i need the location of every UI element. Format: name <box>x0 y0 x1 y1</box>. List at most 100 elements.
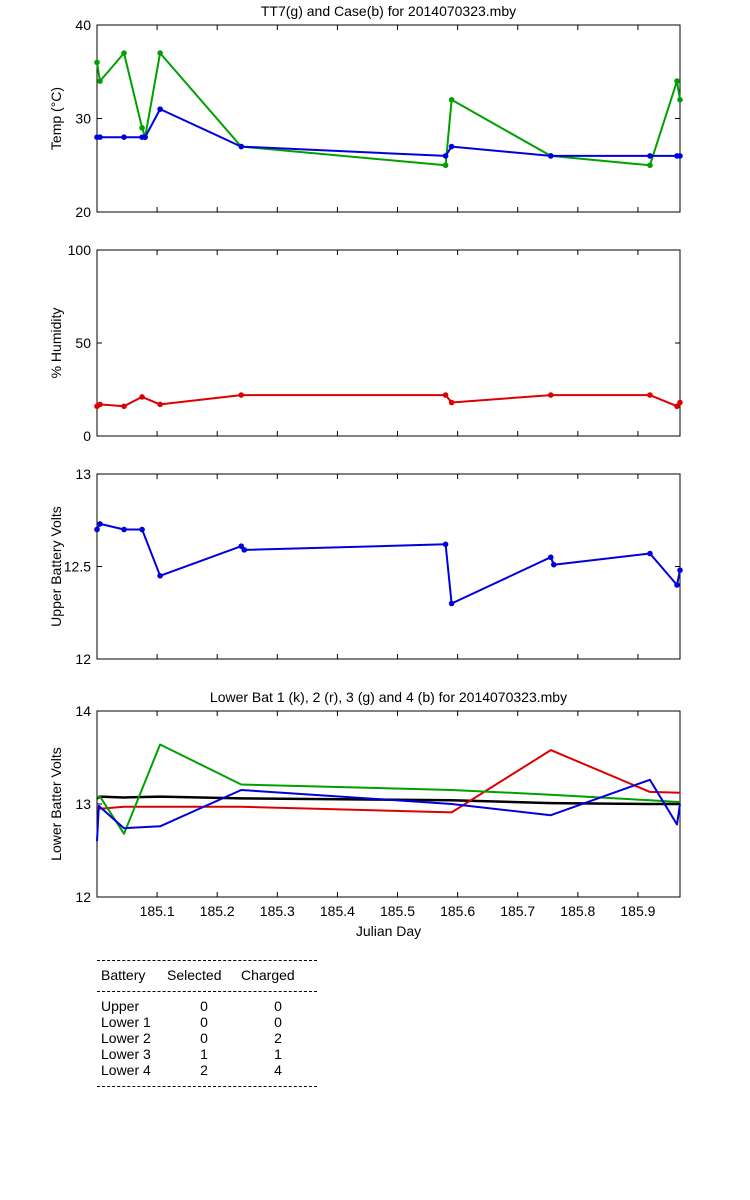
y-tick-label: 13 <box>75 796 91 812</box>
data-point <box>238 543 245 549</box>
series-line-1 <box>96 522 681 605</box>
data-point <box>674 403 680 410</box>
cell-battery: Upper <box>101 998 140 1014</box>
data-point <box>139 394 145 400</box>
x-tick-label: 185.1 <box>140 903 175 919</box>
x-tick-label: 185.8 <box>560 903 595 919</box>
y-tick-label: 12.5 <box>64 559 91 575</box>
x-tick-label: 185.7 <box>500 903 535 919</box>
y-tick-label: 13 <box>75 466 91 482</box>
y-axis-label: Upper Battery Volts <box>48 506 64 627</box>
data-point <box>157 401 163 408</box>
header-battery: Battery <box>101 967 146 983</box>
cell-battery: Lower 4 <box>101 1062 151 1078</box>
chart-panel-1: TT7(g) and Case(b) for 2014070323.mby Tem… <box>48 3 683 220</box>
cell-selected: 2 <box>200 1062 208 1078</box>
data-point <box>157 106 163 112</box>
plot-frame <box>96 24 681 213</box>
table-row: Lower 3 1 1 <box>97 1046 317 1062</box>
y-tick-label: 12 <box>75 651 91 667</box>
data-point <box>142 134 148 140</box>
plot-frame <box>96 249 681 437</box>
table-header-rule <box>97 991 317 992</box>
data-point <box>448 97 455 103</box>
y-tick-label: 40 <box>75 17 91 33</box>
y-tick-label: 14 <box>75 703 91 719</box>
cell-battery: Lower 1 <box>101 1014 151 1030</box>
data-point <box>677 97 683 103</box>
data-point <box>674 78 680 84</box>
table-row: Lower 4 2 4 <box>97 1062 317 1078</box>
table-top-rule <box>97 960 317 961</box>
chart-panel-2: % Humidity 0 50 100 <box>48 242 683 444</box>
data-point <box>121 50 127 56</box>
cell-charged: 4 <box>274 1062 282 1078</box>
data-point <box>121 403 127 410</box>
cell-battery: Lower 2 <box>101 1030 151 1046</box>
data-point <box>647 550 653 557</box>
data-point <box>448 600 455 607</box>
x-tick-label: 185.6 <box>440 903 475 919</box>
data-point <box>94 59 100 66</box>
data-point <box>550 561 557 568</box>
data-point <box>647 162 653 169</box>
data-point <box>97 521 103 527</box>
cell-selected: 0 <box>200 1030 208 1046</box>
table-header: Battery Selected Charged <box>97 961 317 991</box>
x-tick-label: 185.4 <box>320 903 355 919</box>
data-point <box>547 153 554 159</box>
x-tick-label: 185.3 <box>260 903 295 919</box>
cell-charged: 1 <box>274 1046 282 1062</box>
table-row: Upper 0 0 <box>97 998 317 1014</box>
data-point <box>677 567 683 573</box>
data-point <box>677 153 683 159</box>
x-tick-label: 185.5 <box>380 903 415 919</box>
table-bottom-rule <box>97 1086 317 1087</box>
data-point <box>448 399 455 406</box>
cell-battery: Lower 3 <box>101 1046 151 1062</box>
cell-charged: 0 <box>274 1014 282 1030</box>
data-point <box>97 401 103 408</box>
data-point <box>139 125 145 131</box>
data-point <box>121 134 127 140</box>
table-body: Upper 0 0 Lower 1 0 0 Lower 2 0 2 Lower … <box>97 992 317 1086</box>
y-axis-label: Temp (°C) <box>48 87 64 150</box>
series-line-3 <box>97 743 681 835</box>
figure: TT7(g) and Case(b) for 2014070323.mby Tem… <box>48 3 683 939</box>
chart-title: TT7(g) and Case(b) for 2014070323.mby <box>261 3 516 19</box>
data-point <box>157 572 163 579</box>
series-line-1 <box>96 394 681 408</box>
data-point <box>442 162 449 169</box>
cell-selected: 1 <box>200 1046 208 1062</box>
x-tick-label: 185.2 <box>200 903 235 919</box>
data-point <box>139 526 145 533</box>
cell-charged: 0 <box>274 998 282 1014</box>
data-point <box>238 392 245 398</box>
cell-selected: 0 <box>200 1014 208 1030</box>
data-point <box>241 547 248 553</box>
y-tick-label: 0 <box>83 428 91 444</box>
y-axis-label: Lower Batter Volts <box>48 747 64 861</box>
x-axis-label: Julian Day <box>356 923 421 939</box>
table-row: Lower 1 0 0 <box>97 1014 317 1030</box>
y-tick-label: 30 <box>75 111 91 127</box>
cell-selected: 0 <box>200 998 208 1014</box>
data-point <box>442 153 449 159</box>
chart-panel-4: Lower Bat 1 (k), 2 (r), 3 (g) and 4 (b) … <box>48 689 681 939</box>
chart-panel-3: Upper Battery Volts 12 12.5 13 <box>48 466 683 667</box>
data-point <box>157 50 163 56</box>
header-charged: Charged <box>241 967 295 983</box>
y-tick-label: 12 <box>75 889 91 905</box>
data-point <box>121 526 127 533</box>
cell-charged: 2 <box>274 1030 282 1046</box>
table-row: Lower 2 0 2 <box>97 1030 317 1046</box>
series-line-1 <box>96 795 680 806</box>
series-line-2 <box>97 108 680 157</box>
data-point <box>647 392 653 398</box>
y-axis-label: % Humidity <box>48 308 64 379</box>
series-line-1 <box>96 52 681 167</box>
y-tick-label: 20 <box>75 204 91 220</box>
series-line-4 <box>96 778 681 842</box>
data-point <box>97 134 103 140</box>
data-point <box>238 143 245 150</box>
